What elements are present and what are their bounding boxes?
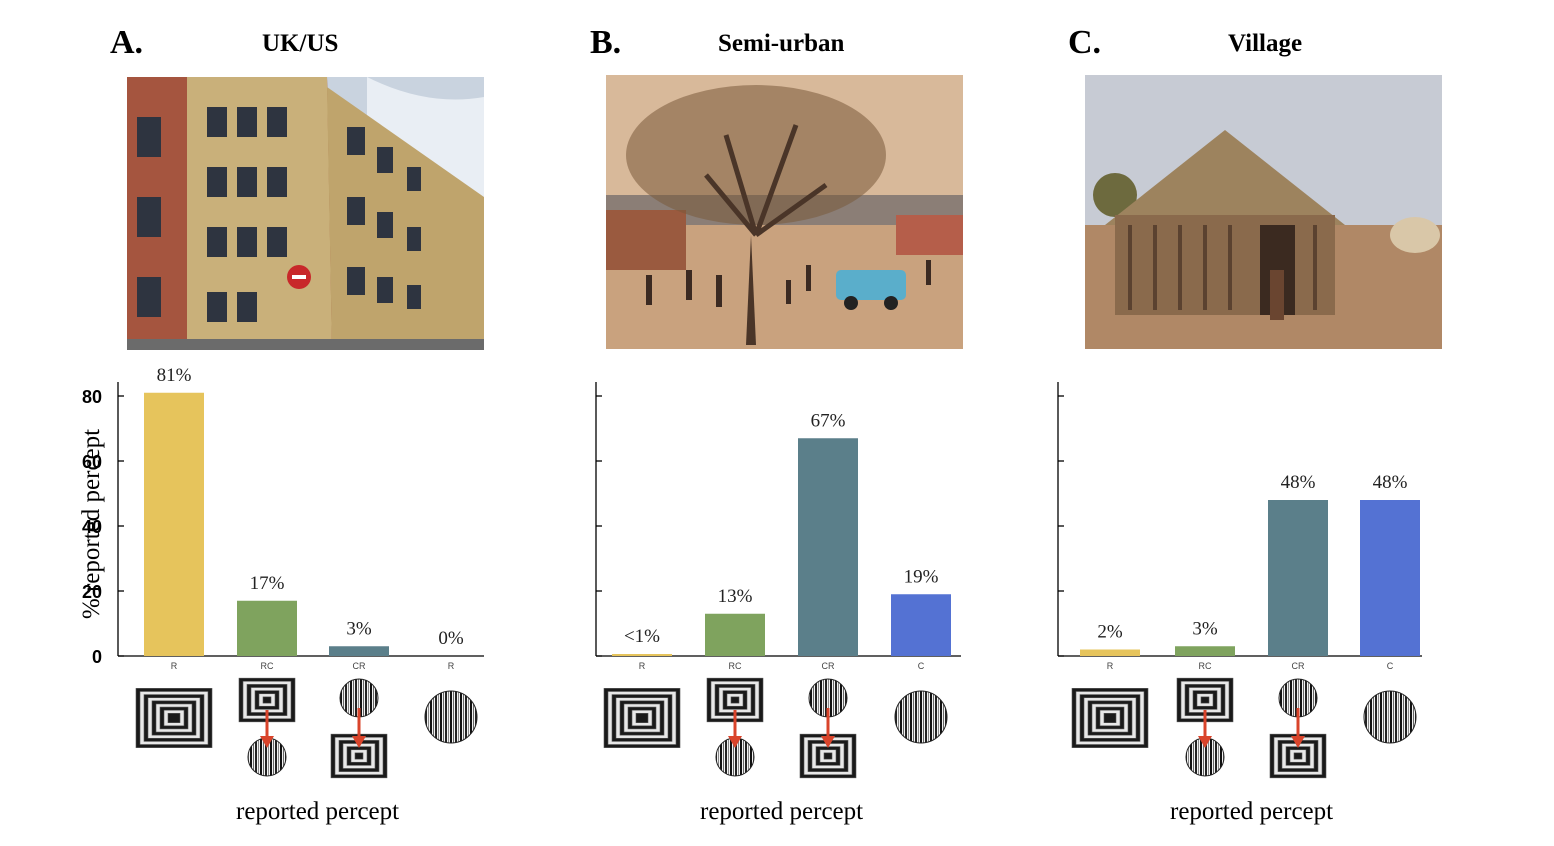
data-label: <1%: [624, 626, 660, 647]
arrow-head-icon: [728, 736, 742, 748]
arrow-head-icon: [1291, 736, 1305, 748]
panel-title: UK/US: [262, 30, 339, 57]
bar-cr: [329, 646, 389, 656]
bar-r: [1080, 649, 1140, 656]
x-axis-label: reported percept: [1170, 798, 1334, 825]
x-tick-label: RC: [261, 661, 274, 671]
y-tick-label: 0: [92, 647, 102, 667]
y-tick-label: 60: [82, 452, 102, 472]
arrow-head-icon: [260, 736, 274, 748]
square-grating-icon: [135, 688, 213, 748]
square-grating-icon: [603, 688, 681, 748]
circle-to-square-icon: [330, 733, 388, 779]
bar-rc: [237, 600, 297, 656]
square-grating-icon: [1071, 688, 1149, 748]
x-tick-label: RC: [1199, 661, 1212, 671]
x-tick-label: R: [639, 661, 646, 671]
panel-village: C. Village 2% R 3% RC 48% CR 48% C reported per…: [980, 0, 1480, 846]
bar-rc: [705, 613, 765, 656]
y-tick-label: 80: [82, 387, 102, 407]
bar-cr: [798, 438, 858, 656]
arrow-head-icon: [821, 736, 835, 748]
x-tick-label: R: [448, 661, 455, 671]
bar-r: [144, 392, 204, 656]
x-axis-label: reported percept: [236, 798, 400, 825]
panel-uk-us: A. UK/US % reported percept 0 20 40 60 80 81%…: [40, 0, 540, 846]
semi-urban-street-photo: [606, 75, 963, 349]
bar-chart-uk-us: 0 20 40 60 80 81% R 17% RC 3% CR 0% R: [82, 365, 484, 671]
panel-title: Semi-urban: [718, 30, 845, 57]
x-tick-label: CR: [822, 661, 835, 671]
village-hut-photo: [1085, 75, 1442, 349]
square-to-circle-icon: [1176, 677, 1234, 723]
x-tick-label: CR: [353, 661, 366, 671]
data-label: 2%: [1097, 622, 1123, 643]
percept-icons-row: [603, 677, 948, 779]
panel-letter: C.: [1068, 24, 1102, 61]
x-tick-label: CR: [1292, 661, 1305, 671]
circle-grating-icon: [894, 690, 948, 744]
data-label: 81%: [157, 365, 192, 386]
x-tick-label: C: [918, 661, 925, 671]
panel-semi-urban: B. Semi-urban <1% R 13% RC 67% CR 19% C reporte…: [510, 0, 1010, 846]
x-tick-label: C: [1387, 661, 1394, 671]
bar-r: [612, 654, 672, 656]
x-axis-label: reported percept: [700, 798, 864, 825]
arrow-head-icon: [1198, 736, 1212, 748]
bar-chart-village: 2% R 3% RC 48% CR 48% C: [1057, 382, 1422, 671]
data-label: 0%: [438, 628, 464, 649]
apartment-building-photo: [127, 77, 484, 350]
bar-chart-semi-urban: <1% R 13% RC 67% CR 19% C: [595, 382, 961, 671]
bar-cr: [1268, 500, 1328, 656]
panel-letter: B.: [590, 24, 622, 61]
data-label: 13%: [718, 586, 753, 607]
panel-title: Village: [1228, 30, 1303, 57]
x-tick-label: R: [1107, 661, 1114, 671]
x-tick-label: R: [171, 661, 178, 671]
x-tick-label: RC: [729, 661, 742, 671]
bar-c: [1360, 500, 1420, 656]
circle-grating-icon: [1363, 690, 1417, 744]
arrow-head-icon: [352, 736, 366, 748]
data-label: 3%: [346, 618, 372, 639]
square-to-circle-icon: [238, 677, 296, 723]
data-label: 48%: [1281, 472, 1316, 493]
y-tick-label: 20: [82, 582, 102, 602]
percept-icons-row: [135, 677, 478, 779]
panel-letter: A.: [110, 24, 144, 61]
bar-c: [891, 594, 951, 656]
y-tick-label: 40: [82, 517, 102, 537]
bar-rc: [1175, 646, 1235, 656]
data-label: 19%: [904, 566, 939, 587]
data-label: 17%: [250, 573, 285, 594]
data-label: 67%: [811, 410, 846, 431]
percept-icons-row: [1071, 677, 1417, 779]
data-label: 48%: [1373, 472, 1408, 493]
data-label: 3%: [1192, 618, 1218, 639]
circle-grating-icon: [424, 690, 478, 744]
